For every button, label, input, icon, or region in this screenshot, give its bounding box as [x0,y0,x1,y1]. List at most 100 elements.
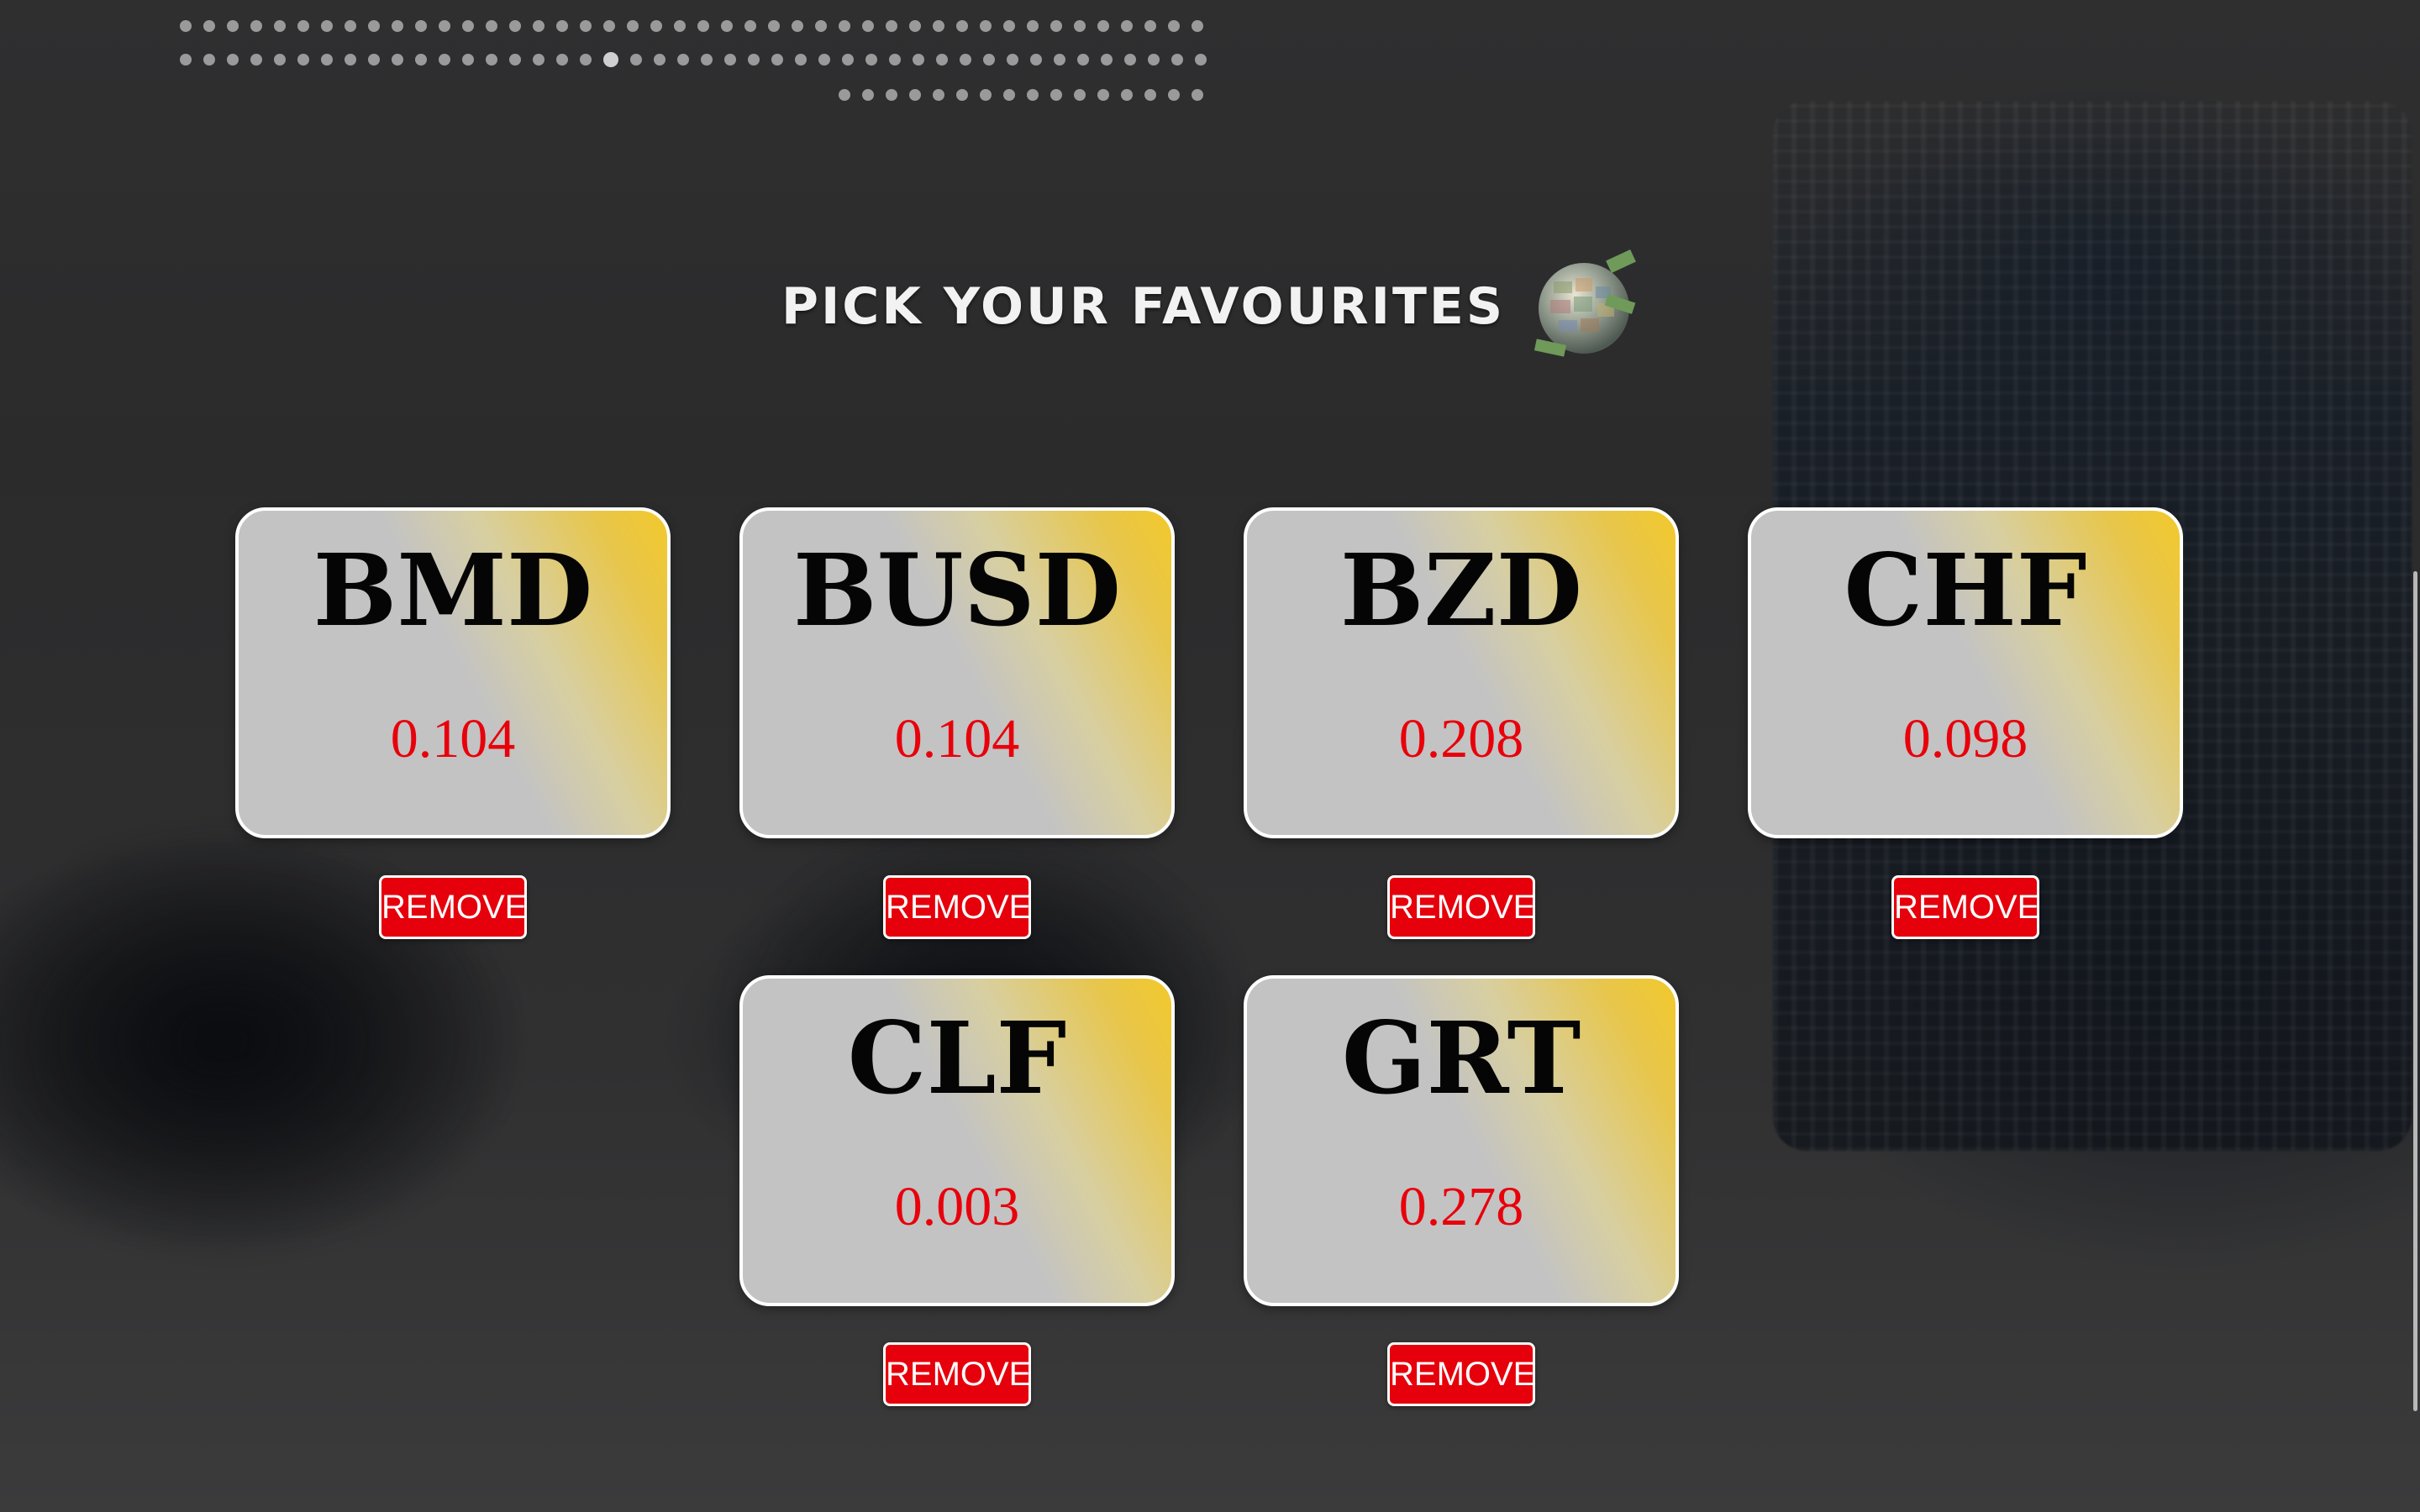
carousel-dot[interactable] [909,20,921,32]
carousel-dot[interactable] [1003,89,1015,101]
carousel-dot[interactable] [1192,20,1203,32]
carousel-dot[interactable] [509,54,521,66]
remove-button-bzd[interactable]: REMOVE [1387,875,1535,939]
carousel-dot[interactable] [274,20,286,32]
carousel-dot[interactable] [180,54,192,66]
carousel-dot[interactable] [983,54,995,66]
remove-button-clf[interactable]: REMOVE [883,1342,1031,1406]
carousel-dot[interactable] [839,20,850,32]
carousel-dot[interactable] [415,54,427,66]
carousel-dot[interactable] [1097,89,1109,101]
carousel-dot[interactable] [1148,54,1160,66]
carousel-dot[interactable] [368,54,380,66]
carousel-dot[interactable] [486,20,497,32]
carousel-dot[interactable] [956,89,968,101]
carousel-dot[interactable] [862,20,874,32]
carousel-dot[interactable] [1101,54,1113,66]
carousel-dot[interactable] [1097,20,1109,32]
carousel-dot[interactable] [933,89,944,101]
carousel-dot[interactable] [956,20,968,32]
carousel-dot[interactable] [533,54,544,66]
carousel-dot[interactable] [697,20,709,32]
carousel-dot[interactable] [462,54,474,66]
carousel-dot[interactable] [556,54,568,66]
remove-button-chf[interactable]: REMOVE [1891,875,2039,939]
carousel-dot[interactable] [792,20,803,32]
carousel-dot[interactable] [580,54,592,66]
carousel-dot[interactable] [180,20,192,32]
carousel-dot[interactable] [627,20,639,32]
carousel-dot[interactable] [771,54,783,66]
carousel-dot[interactable] [677,54,689,66]
carousel-dot[interactable] [842,54,854,66]
page-scrollbar[interactable] [2413,571,2417,1411]
carousel-dot[interactable] [486,54,497,66]
remove-button-busd[interactable]: REMOVE [883,875,1031,939]
carousel-dot[interactable] [1074,20,1086,32]
carousel-dot[interactable] [1171,54,1183,66]
carousel-dot[interactable] [203,20,215,32]
carousel-dot[interactable] [1003,20,1015,32]
carousel-dot[interactable] [913,54,924,66]
carousel-dot[interactable] [889,54,901,66]
carousel-dot[interactable] [630,54,642,66]
carousel-dot[interactable] [674,20,686,32]
carousel-dot[interactable] [886,89,897,101]
carousel-dot[interactable] [960,54,971,66]
carousel-dot[interactable] [1144,89,1156,101]
carousel-dot[interactable] [839,89,850,101]
carousel-dot[interactable] [533,20,544,32]
carousel-dot[interactable] [274,54,286,66]
carousel-dot[interactable] [203,54,215,66]
carousel-dot[interactable] [1050,20,1062,32]
carousel-dot[interactable] [909,89,921,101]
carousel-dot[interactable] [1144,20,1156,32]
carousel-dot[interactable] [1007,54,1018,66]
carousel-dot[interactable] [1195,54,1207,66]
carousel-dot[interactable] [768,20,780,32]
carousel-dot[interactable] [368,20,380,32]
carousel-dot[interactable] [1077,54,1089,66]
carousel-dot[interactable] [933,20,944,32]
carousel-dot[interactable] [701,54,713,66]
carousel-dot[interactable] [580,20,592,32]
carousel-dot[interactable] [439,54,450,66]
remove-button-grt[interactable]: REMOVE [1387,1342,1535,1406]
carousel-dot[interactable] [345,20,356,32]
carousel-dot[interactable] [886,20,897,32]
carousel-dot[interactable] [297,54,309,66]
carousel-dot[interactable] [1074,89,1086,101]
carousel-dot[interactable] [556,20,568,32]
carousel-dot-active[interactable] [603,52,618,67]
remove-button-bmd[interactable]: REMOVE [379,875,527,939]
carousel-dot[interactable] [297,20,309,32]
carousel-dot[interactable] [795,54,807,66]
carousel-dot[interactable] [509,20,521,32]
carousel-dot[interactable] [603,20,615,32]
carousel-dot[interactable] [721,20,733,32]
carousel-dot[interactable] [818,54,830,66]
carousel-dot[interactable] [227,54,239,66]
carousel-dot[interactable] [1027,20,1039,32]
carousel-dot[interactable] [724,54,736,66]
carousel-dot[interactable] [321,54,333,66]
carousel-dot[interactable] [1054,54,1065,66]
carousel-dot[interactable] [439,20,450,32]
carousel-dot[interactable] [415,20,427,32]
carousel-dot[interactable] [654,54,666,66]
carousel-dot[interactable] [1192,89,1203,101]
carousel-dot[interactable] [865,54,877,66]
carousel-dot[interactable] [1121,89,1133,101]
carousel-dot[interactable] [980,89,992,101]
carousel-dot[interactable] [250,54,262,66]
carousel-dot[interactable] [392,54,403,66]
carousel-dot[interactable] [392,20,403,32]
carousel-dot[interactable] [250,20,262,32]
carousel-dot[interactable] [1027,89,1039,101]
carousel-dot[interactable] [1030,54,1042,66]
carousel-dot[interactable] [462,20,474,32]
carousel-dot[interactable] [345,54,356,66]
carousel-dot[interactable] [1124,54,1136,66]
carousel-dot[interactable] [744,20,756,32]
carousel-dot[interactable] [1050,89,1062,101]
